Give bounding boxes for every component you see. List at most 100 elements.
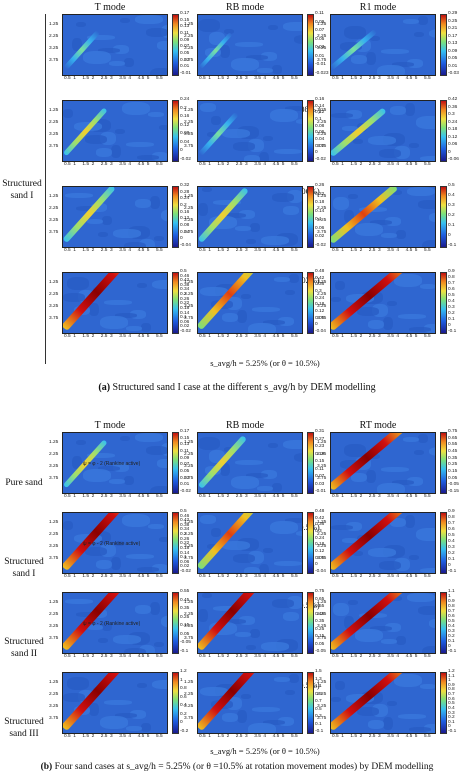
x-tick-label: 3.5 [119,574,126,579]
colorbar-tick-label: 0.15 [180,435,190,441]
x-tick-label: 5 [146,494,150,499]
y-tick-label: 3.75 [317,556,327,561]
x-tick-label: 2 [226,76,230,81]
texture-blob [231,476,259,489]
x-tick-label: 1.5 [82,574,90,579]
x-tick-label: 1.5 [82,76,90,81]
x-tick-label: 2 [359,734,363,739]
x-tick-label: 3 [245,734,248,739]
colorbar-tick-label: 0.65 [448,435,458,441]
texture-blob [274,561,302,566]
colorbar-tick-label: 0.5 [448,183,455,188]
colorbar-tick-label: 0.05 [315,36,325,42]
texture-blob [211,528,221,537]
colorbar-tick-label: 0.18 [315,302,325,308]
colorbar-tick-label: 0.11 [180,449,189,454]
contour-panel-b-8 [197,592,303,654]
y-tick-label: 3.75 [184,636,194,641]
header-a-r1-mode: R1 mode [359,2,397,13]
x-tick-label: 3.5 [254,654,261,659]
colorbar-tick-label: -0.05 [315,649,326,654]
texture-blob [157,459,167,468]
texture-blob [198,203,208,216]
texture-blob [87,35,115,40]
x-tick-label: 2 [91,248,95,253]
y-tick-label: 2.25 [184,120,194,125]
colorbar-tick-label: 0.13 [448,41,458,46]
texture-blob [239,210,255,219]
x-tick-label: 1 [73,76,76,81]
x-tick-label: 0.5 [332,734,339,739]
texture-blob [233,142,255,151]
x-tick-label: 3.5 [254,162,261,167]
texture-blob [139,239,155,247]
colorbar-tick-label: 1.1 [448,673,455,679]
x-tick-label: 5 [414,162,418,167]
colorbar-tick-label: 0.9 [448,269,455,274]
y-tick-label: 3.75 [317,636,327,641]
texture-blob [398,314,426,319]
colorbar-tick-label: 0.07 [180,462,190,468]
y-tick-label: 3.25 [184,464,194,469]
colorbar-tick-label: 0.5 [180,269,187,274]
colorbar-b-6 [440,512,447,574]
y-tick-label: 1.25 [49,440,59,445]
texture-blob [296,531,302,536]
x-tick-label: 0.5 [199,654,206,659]
colorbar-b-5 [307,512,314,574]
y-tick-label: 3.75 [49,476,59,481]
texture-blob [285,106,302,111]
texture-blob [241,694,251,699]
texture-blob [120,436,130,441]
colorbar-tick-label: 0.8 [180,686,187,692]
colorbar-tick-label: 0.9 [315,691,322,697]
x-tick-label: 3 [245,162,248,167]
x-tick-label: 1.5 [217,654,225,659]
x-tick-label: 2 [91,494,95,499]
colorbar-tick-label: 0.26 [315,183,325,188]
y-tick-label: 1.25 [49,680,59,685]
x-tick-label: 4 [396,248,400,253]
texture-blob [237,710,247,723]
texture-blob [87,453,115,458]
colorbar-a-9 [440,186,447,248]
x-tick-label: 5 [146,334,150,339]
texture-blob [368,136,396,145]
colorbar-a-4 [172,100,179,162]
x-tick-label: 4 [263,76,267,81]
texture-blob [355,223,383,236]
x-tick-label: 5 [281,76,285,81]
rankine-note: ψ = φ - 2 (Rankine active) [83,461,141,467]
texture-blob [252,707,280,712]
x-tick-label: 1 [341,162,344,167]
x-tick-label: 2.5 [368,76,376,81]
y-tick-label: 3.25 [49,218,59,223]
colorbar-tick-label: 0.42 [315,515,325,521]
colorbar-b-3 [440,432,447,494]
texture-blob [248,723,276,733]
x-tick-label: 0.5 [64,574,71,579]
contour-panel-a-3 [330,14,436,76]
texture-blob [252,307,280,312]
colorbar-tick-label: 0.16 [180,114,190,120]
x-tick-label: 3 [110,574,113,579]
texture-blob [407,59,423,68]
x-tick-label: 0.5 [64,494,71,499]
colorbar-tick-label: 0.5 [180,509,187,514]
x-tick-label: 5.5 [291,654,298,659]
texture-blob [370,454,380,459]
texture-blob [100,316,128,329]
colorbar-tick-label: 0.14 [180,550,190,556]
x-tick-label: 3 [110,494,113,499]
x-tick-label: 2.5 [235,162,243,167]
x-tick-label: 5.5 [291,734,298,739]
colorbar-tick-label: -0.02 [180,489,191,494]
x-tick-label: 4 [396,162,400,167]
texture-blob [124,648,146,653]
texture-blob [135,605,151,614]
y-tick-label: 2.25 [184,612,194,617]
texture-blob [335,281,345,290]
colorbar-tick-label: -0.05 [180,640,191,646]
texture-blob [403,19,419,24]
colorbar-tick-label: -0.1 [180,649,189,654]
